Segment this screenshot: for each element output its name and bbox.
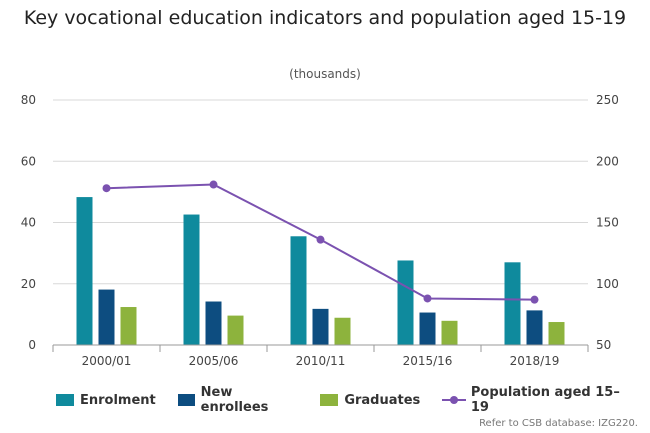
bar — [227, 315, 244, 345]
line-point — [102, 184, 111, 193]
y2-tick-label: 50 — [596, 338, 611, 352]
bar — [120, 307, 137, 345]
y-tick-label: 0 — [28, 338, 36, 352]
legend-item-population[interactable]: Population aged 15–19 — [442, 385, 628, 415]
y-tick-label: 20 — [21, 277, 36, 291]
bar — [205, 301, 222, 345]
bar — [419, 312, 436, 345]
legend-swatch-graduates — [320, 394, 339, 406]
y-tick-label: 60 — [21, 154, 36, 168]
axis-layer: 0 20 40 60 80 50 100 150 200 250 2000/01 2005/06 201… — [21, 93, 619, 368]
legend: Enrolment New enrollees Graduates Popula… — [56, 385, 650, 415]
legend-label-graduates: Graduates — [344, 392, 421, 408]
line-point — [530, 295, 539, 304]
bar — [397, 260, 414, 345]
chart-subtitle: (thousands) — [289, 67, 361, 81]
legend-swatch-population — [442, 394, 467, 406]
y2-tick-label: 100 — [596, 277, 619, 291]
grid-layer — [53, 99, 588, 285]
bar — [98, 289, 115, 345]
bar — [290, 236, 307, 345]
legend-label-population: Population aged 15–19 — [470, 385, 620, 415]
x-tick-label: 2010/11 — [296, 354, 346, 368]
y2-tick-label: 150 — [596, 216, 619, 230]
legend-swatch-enrolment — [56, 394, 74, 406]
line-layer — [102, 180, 539, 304]
bar — [76, 197, 93, 345]
bar — [183, 214, 200, 345]
y2-tick-label: 250 — [596, 93, 619, 107]
legend-item-new-enrollees[interactable]: New enrollees — [177, 385, 299, 415]
line-point — [423, 294, 432, 303]
line-point — [316, 235, 325, 244]
legend-label-enrolment: Enrolment — [80, 392, 156, 408]
bar — [334, 317, 351, 345]
bar — [441, 320, 458, 345]
x-tick-label: 2015/16 — [403, 354, 453, 368]
x-tick-label: 2000/01 — [82, 354, 132, 368]
y-tick-label: 80 — [21, 93, 36, 107]
y-tick-label: 40 — [21, 216, 36, 230]
bar — [312, 308, 329, 345]
source-note: Refer to CSB database: IZG220. — [479, 418, 638, 429]
legend-item-enrolment[interactable]: Enrolment — [56, 393, 156, 408]
bar — [504, 262, 521, 345]
line-point — [209, 180, 218, 189]
y2-tick-label: 200 — [596, 154, 619, 168]
chart-title: Key vocational education indicators and … — [23, 7, 627, 29]
x-tick-label: 2018/19 — [510, 354, 560, 368]
legend-item-graduates[interactable]: Graduates — [320, 393, 420, 408]
bar — [526, 310, 543, 345]
legend-swatch-new-enrollees — [177, 394, 195, 406]
bars-layer — [76, 197, 565, 345]
x-tick-label: 2005/06 — [189, 354, 239, 368]
bar — [548, 322, 565, 345]
legend-label-new-enrollees: New enrollees — [200, 385, 269, 415]
